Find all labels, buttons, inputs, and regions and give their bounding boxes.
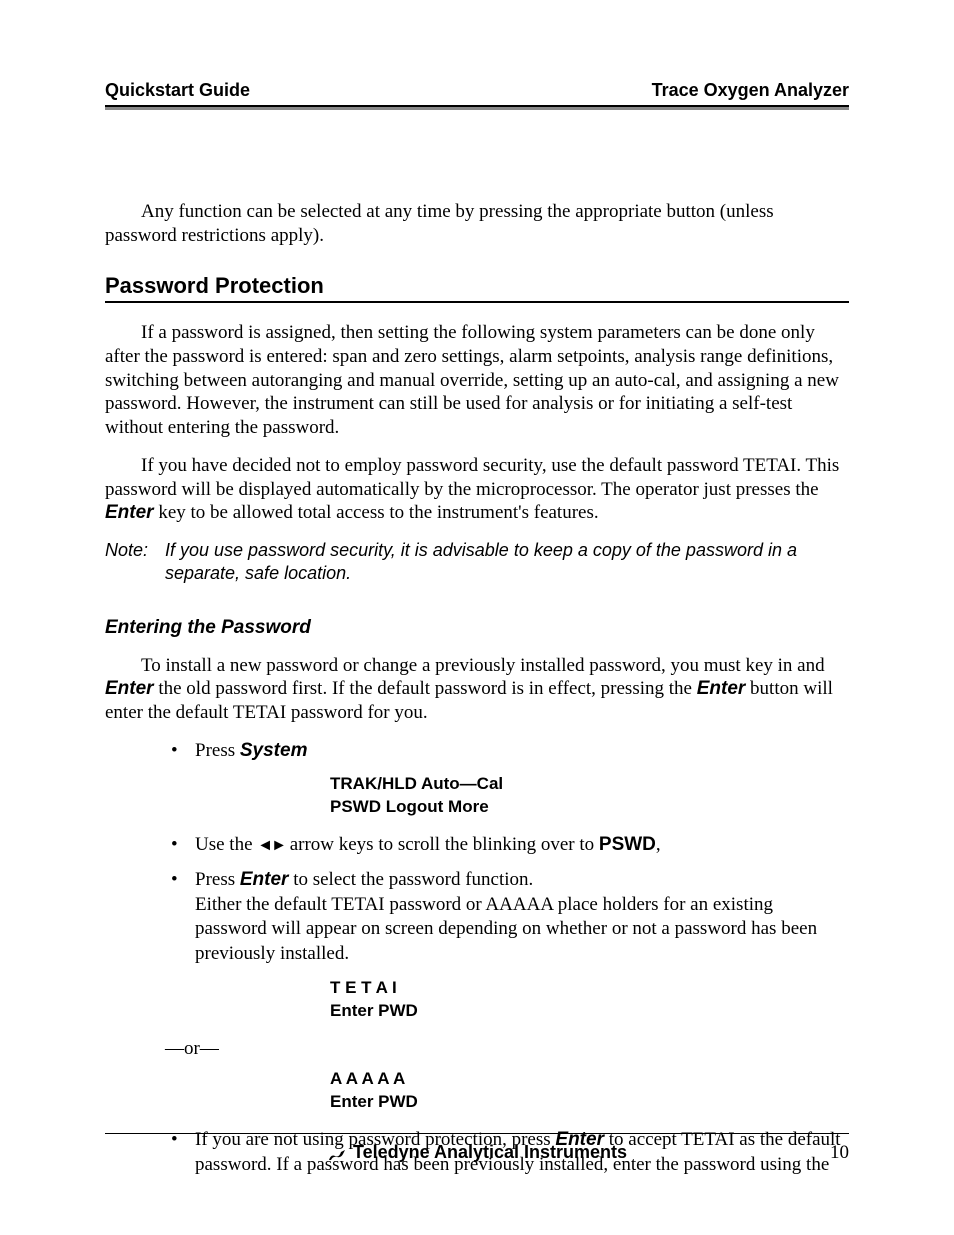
section-title-password-protection: Password Protection — [105, 272, 849, 304]
pp-paragraph-2: If you have decided not to employ passwo… — [105, 454, 849, 525]
header-right: Trace Oxygen Analyzer — [652, 80, 849, 101]
footer-row: Teledyne Analytical Instruments 10 — [105, 1142, 849, 1163]
footer-company: Teledyne Analytical Instruments — [327, 1142, 627, 1163]
pswd-label: PSWD — [599, 834, 656, 855]
page-header: Quickstart Guide Trace Oxygen Analyzer — [105, 80, 849, 105]
bullet-list-1: Press System — [165, 739, 849, 764]
header-rule — [105, 105, 849, 110]
ep-paragraph: To install a new password or change a pr… — [105, 654, 849, 725]
footer-rule — [105, 1133, 849, 1134]
b2-post: arrow keys to scroll the blinking over t… — [285, 834, 599, 855]
pp-paragraph-1: If a password is assigned, then setting … — [105, 321, 849, 440]
note-body: If you use password security, it is advi… — [165, 539, 849, 586]
note-block: Note: If you use password security, it i… — [105, 539, 849, 586]
b3-body: Either the default TETAI password or AAA… — [195, 894, 817, 964]
page-footer: Teledyne Analytical Instruments 10 — [105, 1133, 849, 1163]
page-number: 10 — [830, 1142, 849, 1164]
ep-mid: the old password first. If the default p… — [154, 678, 697, 699]
b2-comma: , — [656, 834, 661, 855]
b1-pre: Press — [195, 740, 240, 761]
or-separator: —or— — [165, 1037, 849, 1061]
list-item: Use the ◄► arrow keys to scroll the blin… — [165, 833, 849, 858]
header-left: Quickstart Guide — [105, 80, 250, 101]
pp2-post: key to be allowed total access to the in… — [154, 502, 599, 523]
lcd-display-2: T E T A I Enter PWD — [330, 977, 849, 1023]
teledyne-logo-icon — [327, 1146, 347, 1160]
note-label: Note: — [105, 539, 165, 586]
list-item: Press Enter to select the password funct… — [165, 868, 849, 967]
enter-key-label: Enter — [697, 678, 746, 699]
enter-key-label: Enter — [105, 678, 154, 699]
list-item: Press System — [165, 739, 849, 764]
subheading-entering-password: Entering the Password — [105, 616, 849, 640]
enter-key-label: Enter — [105, 502, 154, 523]
bullet-list-2: Use the ◄► arrow keys to scroll the blin… — [165, 833, 849, 966]
pp2-pre: If you have decided not to employ passwo… — [105, 455, 839, 500]
enter-key-label: Enter — [240, 869, 289, 890]
body-content: Any function can be selected at any time… — [105, 200, 849, 1178]
b2-pre: Use the — [195, 834, 257, 855]
system-key-label: System — [240, 740, 308, 761]
ep-pre: To install a new password or change a pr… — [141, 655, 825, 676]
intro-paragraph: Any function can be selected at any time… — [105, 200, 849, 248]
b3-post1: to select the password function. — [288, 869, 533, 890]
lcd-display-1: TRAK/HLD Auto—Cal PSWD Logout More — [330, 773, 849, 819]
footer-company-text: Teledyne Analytical Instruments — [353, 1142, 627, 1163]
lcd-display-3: A A A A A Enter PWD — [330, 1068, 849, 1114]
left-right-arrow-icon: ◄► — [257, 837, 285, 854]
b3-pre: Press — [195, 869, 240, 890]
